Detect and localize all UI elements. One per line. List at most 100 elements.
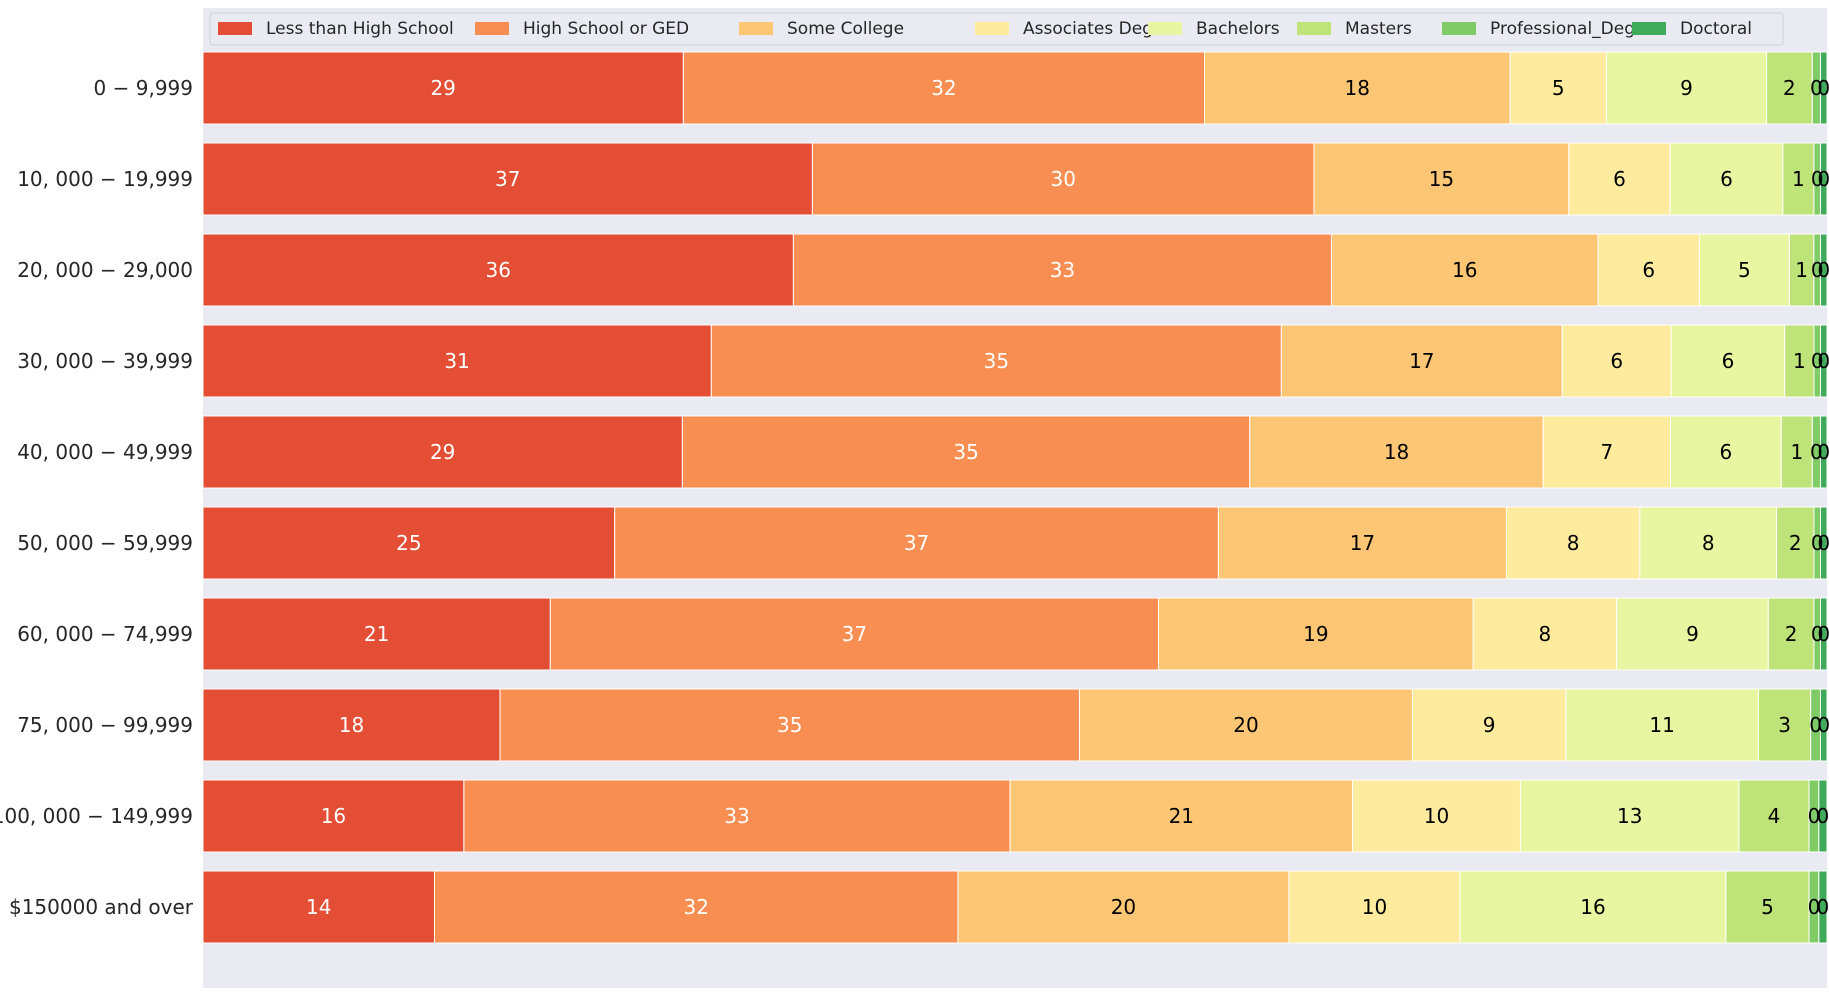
bar-value-label: 15 bbox=[1429, 167, 1454, 191]
bar-segment bbox=[1565, 688, 1759, 762]
bar-value-label: 25 bbox=[396, 531, 421, 555]
bar-segment bbox=[1568, 142, 1671, 216]
bar-segment bbox=[1818, 870, 1828, 944]
bar-segment bbox=[1819, 415, 1828, 489]
legend-swatch bbox=[1632, 22, 1666, 35]
bar-segment bbox=[957, 870, 1290, 944]
bar-value-label: 0 bbox=[1811, 167, 1824, 191]
bar-value-label: 5 bbox=[1761, 895, 1774, 919]
bar-segment bbox=[202, 779, 465, 853]
bar-value-label: 0 bbox=[1817, 76, 1829, 100]
bar-segment bbox=[1767, 597, 1815, 671]
legend-swatch bbox=[739, 22, 773, 35]
bar-segment bbox=[1217, 506, 1507, 580]
bar-segment bbox=[202, 324, 712, 398]
legend-swatch bbox=[1297, 22, 1331, 35]
bar-value-label: 19 bbox=[1303, 622, 1328, 646]
legend-swatch bbox=[218, 22, 252, 35]
bar-value-label: 5 bbox=[1552, 76, 1565, 100]
bar-value-label: 0 bbox=[1817, 713, 1829, 737]
y-tick-label: 100, 000 − 149,999 bbox=[0, 804, 193, 828]
bar-segment bbox=[1330, 233, 1599, 307]
bar-value-label: 9 bbox=[1686, 622, 1699, 646]
bar-value-label: 1 bbox=[1793, 349, 1806, 373]
bar-value-label: 32 bbox=[684, 895, 709, 919]
bar-segment bbox=[1597, 233, 1700, 307]
bar-segment bbox=[202, 142, 813, 216]
bar-value-label: 16 bbox=[1452, 258, 1477, 282]
bar-segment bbox=[682, 51, 1206, 125]
bar-value-label: 17 bbox=[1409, 349, 1434, 373]
bar-value-label: 6 bbox=[1610, 349, 1623, 373]
bar-value-label: 6 bbox=[1720, 167, 1733, 191]
bar-value-label: 17 bbox=[1350, 531, 1375, 555]
bar-value-label: 0 bbox=[1811, 622, 1824, 646]
bar-segment bbox=[1784, 324, 1815, 398]
bar-value-label: 36 bbox=[485, 258, 510, 282]
bar-segment bbox=[1819, 142, 1828, 216]
y-tick-label: 75, 000 − 99,999 bbox=[17, 713, 193, 737]
bar-value-label: 31 bbox=[444, 349, 469, 373]
bar-value-label: 6 bbox=[1613, 167, 1626, 191]
bar-value-label: 30 bbox=[1050, 167, 1075, 191]
bar-segment bbox=[463, 779, 1011, 853]
legend-label: High School or GED bbox=[523, 19, 689, 39]
bar-value-label: 8 bbox=[1702, 531, 1715, 555]
y-tick-label: 10, 000 − 19,999 bbox=[17, 167, 193, 191]
y-tick-label: 30, 000 − 39,999 bbox=[17, 349, 193, 373]
bar-segment bbox=[1519, 779, 1740, 853]
bar-value-label: 8 bbox=[1567, 531, 1580, 555]
bar-value-label: 0 bbox=[1811, 258, 1824, 282]
bar-segment bbox=[1780, 415, 1813, 489]
bar-value-label: 6 bbox=[1720, 440, 1733, 464]
bar-value-label: 7 bbox=[1601, 440, 1614, 464]
y-tick-label: 50, 000 − 59,999 bbox=[17, 531, 193, 555]
legend-swatch bbox=[975, 22, 1009, 35]
legend: Less than High School High School or GED S… bbox=[209, 12, 1784, 46]
bar-segment bbox=[811, 142, 1315, 216]
bar-value-label: 33 bbox=[724, 804, 749, 828]
legend-label: Professional_Deg bbox=[1490, 19, 1635, 39]
y-tick-label: 0 − 9,999 bbox=[94, 76, 193, 100]
bar-value-label: 0 bbox=[1810, 76, 1823, 100]
bar-segment bbox=[434, 870, 959, 944]
bar-value-label: 20 bbox=[1111, 895, 1136, 919]
bar-segment bbox=[1605, 51, 1768, 125]
bar-value-label: 37 bbox=[495, 167, 520, 191]
bar-segment bbox=[1698, 233, 1790, 307]
bar-value-label: 0 bbox=[1809, 713, 1822, 737]
bar-segment bbox=[1472, 597, 1618, 671]
bar-value-label: 16 bbox=[1580, 895, 1605, 919]
bar-value-label: 0 bbox=[1808, 895, 1821, 919]
bar-value-label: 6 bbox=[1722, 349, 1735, 373]
bar-value-label: 3 bbox=[1778, 713, 1791, 737]
bar-segment bbox=[1288, 870, 1461, 944]
bar-value-label: 9 bbox=[1680, 76, 1693, 100]
bar-segment bbox=[1157, 597, 1474, 671]
bar-segment bbox=[1757, 688, 1812, 762]
bar-segment bbox=[681, 415, 1251, 489]
legend-swatch bbox=[1442, 22, 1476, 35]
bar-segment bbox=[1776, 506, 1815, 580]
bar-value-label: 10 bbox=[1362, 895, 1387, 919]
bar-value-label: 2 bbox=[1783, 76, 1796, 100]
bar-segment bbox=[202, 506, 616, 580]
bar-value-label: 0 bbox=[1817, 349, 1829, 373]
bar-value-label: 33 bbox=[1050, 258, 1075, 282]
legend-swatch bbox=[1148, 22, 1182, 35]
bar-value-label: 18 bbox=[1345, 76, 1370, 100]
bar-value-label: 0 bbox=[1808, 804, 1821, 828]
bar-segment bbox=[614, 506, 1219, 580]
bar-value-label: 13 bbox=[1617, 804, 1642, 828]
bar-segment bbox=[1561, 324, 1672, 398]
bar-value-label: 8 bbox=[1539, 622, 1552, 646]
bar-segment bbox=[1204, 51, 1511, 125]
bar-value-label: 0 bbox=[1817, 622, 1829, 646]
bar-segment bbox=[1639, 506, 1778, 580]
bar-segment bbox=[1669, 415, 1782, 489]
bar-value-label: 1 bbox=[1790, 440, 1803, 464]
bar-segment bbox=[1819, 597, 1828, 671]
legend-label: Associates Degree bbox=[1023, 19, 1181, 39]
